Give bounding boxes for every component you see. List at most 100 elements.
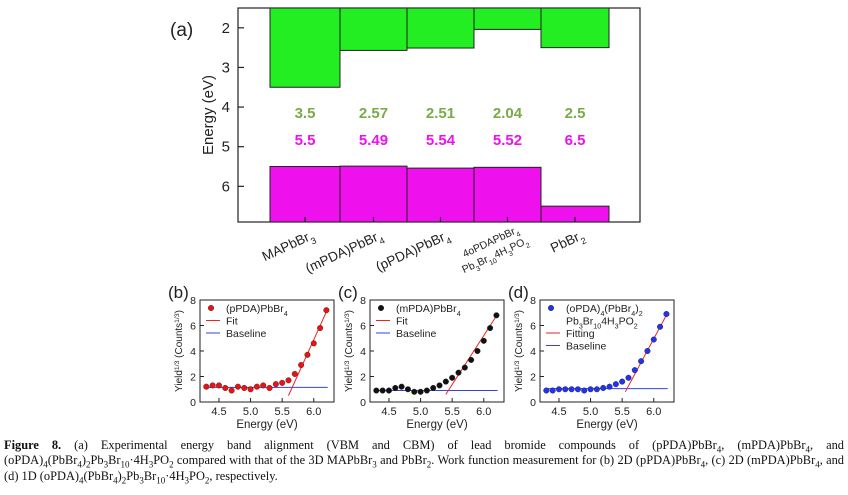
data-point (631, 367, 638, 374)
vbm-bar (540, 7, 610, 49)
y-tick-label: 2 (530, 372, 536, 384)
legend-label: Fitting (566, 328, 595, 340)
legend-label: Fit (396, 316, 408, 328)
data-point (625, 374, 632, 381)
y-tick-label: 4 (360, 346, 366, 358)
x-tick-label: 5.5 (275, 406, 290, 418)
data-point (493, 312, 500, 319)
legend-label: (pPDA)PbBr4 (226, 303, 288, 318)
data-point (203, 383, 210, 390)
x-tick-label: 6.0 (476, 406, 491, 418)
data-point (581, 387, 588, 394)
x-tick-label: 4.5 (381, 406, 396, 418)
data-point (436, 382, 443, 389)
work-function-chart-c: (c) 0 2 4 6 8 4.5 5.0 5.5 6.0 Energy (eV) Yield1/3 … (338, 283, 505, 431)
y-tick-label: 6 (360, 321, 366, 333)
y-tick-label: 2 (360, 372, 366, 384)
svg-text:Yield1/3 (Counts1/3): Yield1/3 (Counts1/3) (344, 310, 356, 392)
data-point (411, 388, 418, 395)
svg-text:(pPDA)PbBr4: (pPDA)PbBr4 (373, 227, 453, 278)
figure-caption: Figure 8. (a) Experimental energy band a… (4, 438, 844, 485)
y-axis-label: Yield1/3 (Counts1/3) (344, 310, 356, 392)
legend-marker (208, 305, 215, 312)
data-point (549, 387, 556, 394)
data-point (543, 387, 550, 394)
y-tick-label: 2 (222, 20, 230, 37)
svg-text:(mPDA)PbBr4: (mPDA)PbBr4 (303, 227, 386, 278)
data-point (468, 356, 475, 363)
y-tick-label: 2 (190, 372, 196, 384)
cbm-label: 5.5 (295, 132, 316, 149)
x-axis-label: Energy (eV) (406, 419, 468, 431)
data-point (657, 323, 664, 330)
svg-text:PbBr2: PbBr2 (548, 227, 588, 259)
y-tick-label: 4 (222, 99, 230, 116)
data-point (398, 383, 405, 390)
data-point (612, 381, 619, 388)
data-point (555, 386, 562, 393)
panel-label: (b) (168, 283, 189, 302)
data-point (272, 381, 279, 388)
x-axis-label: Energy (eV) (236, 419, 298, 431)
data-point (430, 384, 437, 391)
legend-label: Baseline (226, 328, 266, 340)
vbm-label: 3.5 (295, 105, 316, 122)
data-point (619, 378, 626, 385)
data-point (568, 386, 575, 393)
cbm-bar (406, 167, 475, 223)
vbm-label: 2.04 (493, 105, 523, 122)
data-point (310, 340, 317, 347)
vbm-label: 2.51 (426, 105, 455, 122)
legend-label: Baseline (566, 341, 606, 353)
y-tick-label: 0 (530, 397, 536, 409)
data-point (650, 336, 657, 343)
vbm-label: 2.5 (565, 105, 586, 122)
x-tick-label: 5.5 (615, 406, 630, 418)
data-point (298, 362, 305, 369)
y-tick-label: 8 (530, 295, 536, 307)
y-tick-label: 5 (222, 139, 230, 156)
data-point (593, 386, 600, 393)
legend-label: Pb3Br104H3PO2 (566, 316, 638, 331)
y-tick-label: 0 (360, 397, 366, 409)
cbm-label: 5.52 (493, 132, 522, 149)
data-point (487, 325, 494, 332)
data-point (474, 347, 481, 354)
y-axis-label: Yield1/3 (Counts1/3) (174, 310, 186, 392)
cbm-label: 5.49 (359, 132, 388, 149)
data-point (260, 382, 267, 389)
cbm-label: 6.5 (565, 132, 586, 149)
panel-label: (d) (508, 283, 529, 302)
legend-marker (378, 305, 385, 312)
vbm-bar (473, 7, 542, 30)
cbm-label: 5.54 (426, 132, 456, 149)
svg-text:Pb3Br104H3PO2: Pb3Br104H3PO2 (460, 235, 531, 278)
y-tick-label: 4 (530, 346, 536, 358)
data-point (423, 387, 430, 394)
x-tick-label: PbBr2 (548, 227, 588, 259)
vbm-bar (406, 7, 475, 49)
data-point (442, 378, 449, 385)
data-point (323, 307, 330, 314)
vbm-bar (339, 7, 408, 51)
data-point (392, 384, 399, 391)
data-point (663, 311, 670, 318)
cbm-bar (473, 166, 542, 223)
caption-label: Figure 8. (4, 438, 62, 452)
y-tick-label: 8 (360, 295, 366, 307)
x-tick-label: (pPDA)PbBr4 (373, 227, 453, 278)
x-tick-label: 4.5 (211, 406, 226, 418)
work-function-chart-b: (b) 0 2 4 6 8 4.5 5.0 5.5 6.0 Energy (eV) Yield1/3 … (168, 283, 335, 431)
work-function-chart-d: (d) 0 2 4 6 8 4.5 5.0 5.5 6.0 Energy (eV) Yield1/3 … (508, 283, 675, 431)
data-point (449, 374, 456, 381)
vbm-bar (269, 7, 341, 88)
panel-label: (c) (338, 283, 358, 302)
data-point (209, 382, 216, 389)
data-point (266, 384, 273, 391)
data-point (379, 387, 386, 394)
x-axis-label: Energy (eV) (576, 419, 638, 431)
data-point (304, 351, 311, 358)
y-axis-label: Yield1/3 (Counts1/3) (514, 310, 526, 392)
y-tick-label: 3 (222, 59, 230, 76)
